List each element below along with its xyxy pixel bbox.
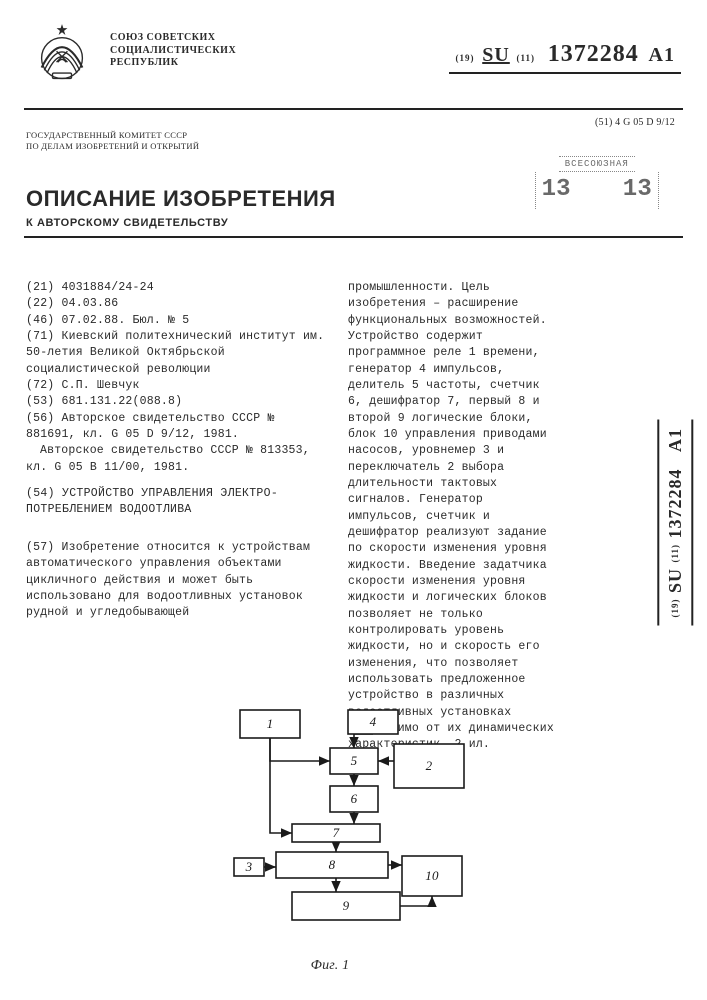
- edge-9-10: [400, 896, 432, 906]
- field-46: (46) 07.02.88. Бюл. № 5: [26, 313, 326, 329]
- node-label-5: 5: [351, 753, 358, 768]
- stamp-top: ВСЕСОЮЗНАЯ: [559, 156, 635, 172]
- field-56-2: Авторское свидетельство СССР № 813353, к…: [26, 443, 326, 476]
- committee-line-1: ГОСУДАРСТВЕННЫЙ КОМИТЕТ СССР: [26, 130, 199, 141]
- title-block: ОПИСАНИЕ ИЗОБРЕТЕНИЯ К АВТОРСКОМУ СВИДЕТ…: [26, 184, 336, 231]
- node-label-7: 7: [333, 825, 340, 840]
- committee: ГОСУДАРСТВЕННЫЙ КОМИТЕТ СССР ПО ДЕЛАМ ИЗ…: [26, 130, 199, 151]
- library-stamp: ВСЕСОЮЗНАЯ 13 13: [535, 156, 659, 209]
- node-label-2: 2: [426, 758, 433, 773]
- union-text: СОЮЗ СОВЕТСКИХ СОЦИАЛИСТИЧЕСКИХ РЕСПУБЛИ…: [110, 32, 260, 70]
- page: СОЮЗ СОВЕТСКИХ СОЦИАЛИСТИЧЕСКИХ РЕСПУБЛИ…: [0, 0, 707, 1000]
- bibliographic-block: (21) 4031884/24-24 (22) 04.03.86 (46) 07…: [26, 280, 326, 519]
- node-label-8: 8: [329, 857, 336, 872]
- edge-1-5: [270, 738, 330, 761]
- ipc-classification: (51) 4 G 05 D 9/12: [595, 116, 675, 130]
- field-56-1: (56) Авторское свидетельство СССР № 8816…: [26, 411, 326, 444]
- abstract-57: (57) Изобретение относится к устройствам…: [26, 540, 326, 622]
- ussr-emblem-icon: [26, 18, 98, 90]
- node-label-1: 1: [267, 716, 274, 731]
- node-label-3: 3: [245, 859, 253, 874]
- pub-country: SU: [482, 44, 510, 66]
- node-label-9: 9: [343, 898, 350, 913]
- publication-number: (19) SU (11) 1372284 A1: [449, 38, 681, 74]
- side-number: 1372284: [665, 469, 685, 539]
- side-11: (11): [670, 544, 680, 563]
- header: СОЮЗ СОВЕТСКИХ СОЦИАЛИСТИЧЕСКИХ РЕСПУБЛИ…: [26, 18, 681, 104]
- side-publication-number: (19) SU (11) 1372284 A1: [657, 420, 693, 626]
- field-19-label: (19): [455, 53, 474, 63]
- edge-1-7: [270, 738, 292, 833]
- node-label-4: 4: [370, 714, 377, 729]
- node-label-6: 6: [351, 791, 358, 806]
- doc-title: ОПИСАНИЕ ИЗОБРЕТЕНИЯ: [26, 184, 336, 214]
- flowchart-svg: 1 4 5 2 6 7 8 3 10 9: [180, 680, 480, 950]
- stamp-right-num: 13: [623, 174, 652, 206]
- pub-number: 1372284: [548, 41, 639, 67]
- field-22: (22) 04.03.86: [26, 296, 326, 312]
- field-54-invention-title: (54) УСТРОЙСТВО УПРАВЛЕНИЯ ЭЛЕКТРО- ПОТР…: [26, 486, 326, 519]
- divider: [24, 236, 683, 238]
- stamp-left-num: 13: [542, 174, 571, 206]
- doc-subtitle: К АВТОРСКОМУ СВИДЕТЕЛЬСТВУ: [26, 216, 336, 231]
- field-11-label: (11): [517, 53, 536, 63]
- divider: [24, 108, 683, 110]
- field-21: (21) 4031884/24-24: [26, 280, 326, 296]
- field-72: (72) С.П. Шевчук: [26, 378, 326, 394]
- committee-line-2: ПО ДЕЛАМ ИЗОБРЕТЕНИЙ И ОТКРЫТИЙ: [26, 141, 199, 152]
- figure-caption: Фиг. 1: [180, 957, 480, 976]
- figure-1: 1 4 5 2 6 7 8 3 10 9 Фиг. 1: [180, 680, 480, 976]
- side-19: (19): [670, 599, 680, 618]
- edge-4-5: [354, 734, 373, 748]
- side-kind: A1: [665, 428, 685, 452]
- node-label-10: 10: [425, 868, 439, 883]
- side-country: SU: [665, 568, 685, 593]
- field-53: (53) 681.131.22(088.8): [26, 394, 326, 410]
- pub-kind: A1: [649, 44, 675, 66]
- field-71: (71) Киевский политехнический институт и…: [26, 329, 326, 378]
